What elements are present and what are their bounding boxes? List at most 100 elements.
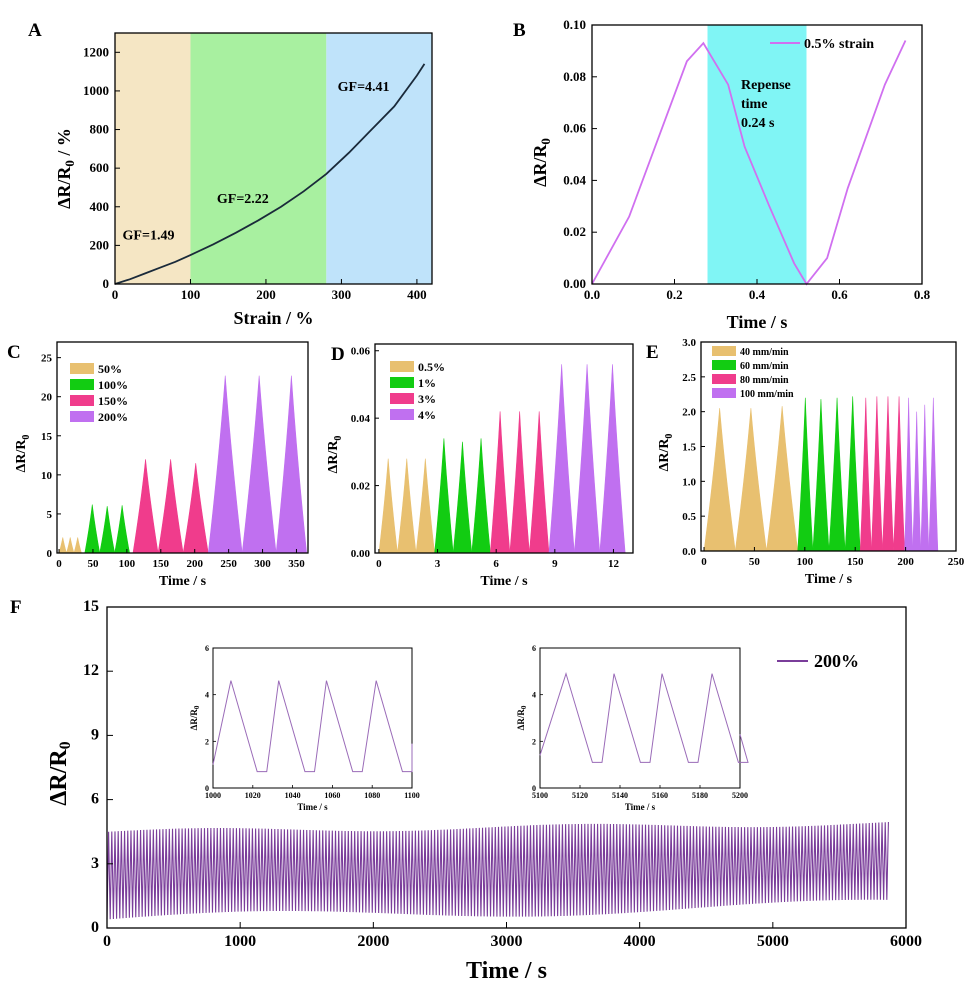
panel-label-C: C [7, 342, 21, 363]
y-tick-label-A-1: 200 [90, 237, 110, 252]
x-tick-label-F-3: 3000 [491, 933, 523, 950]
peak-D-3-0 [548, 364, 575, 554]
x-tick-label-F-1: 1000 [224, 933, 256, 950]
y-tick-label-F-2: 6 [91, 791, 99, 808]
legend-label-F: 200% [814, 651, 859, 671]
plot-frame-A [114, 32, 433, 285]
legend-swatch-D-2 [390, 393, 414, 404]
response-region-B [707, 25, 807, 284]
y-tick-label-D-1: 0.02 [351, 481, 371, 493]
inset-y-axis-label-0: ΔR/R0 [189, 705, 201, 730]
peak-C-0-0 [58, 537, 67, 554]
inset-x-tick-label-1-4: 5180 [692, 791, 708, 800]
y-tick-label-C-2: 10 [41, 470, 53, 482]
x-axis-label-B: Time / s [727, 312, 788, 332]
y-tick-label-F-4: 12 [83, 662, 99, 679]
x-tick-label-C-3: 150 [153, 558, 170, 570]
peak-E-1-1 [812, 399, 830, 552]
y-tick-label-D-0: 0.00 [351, 548, 371, 560]
peak-D-3-1 [574, 364, 601, 554]
inset-y-axis-label-1: ΔR/R0 [516, 705, 528, 730]
inset-y-tick-label-0-2: 4 [205, 691, 209, 700]
inset-0: 1000 1020 1040 1060 1080 1100 0 2 4 6 Time / s ΔR/R… [189, 644, 420, 812]
legend-swatch-E-1 [712, 360, 736, 370]
inset-line-1 [539, 671, 749, 763]
inset-x-tick-label-0-0: 1000 [205, 791, 221, 800]
region-A-1 [190, 33, 327, 284]
y-tick-label-B-0: 0.00 [563, 276, 586, 291]
legend-swatch-D-3 [390, 409, 414, 420]
annotation-B-2: 0.24 s [741, 116, 775, 131]
x-axis-label-E: Time / s [805, 572, 853, 587]
peak-E-1-0 [797, 397, 814, 552]
panel-label-F: F [10, 597, 22, 618]
x-tick-label-C-0: 0 [56, 558, 62, 570]
inset-x-tick-label-1-5: 5200 [732, 791, 748, 800]
annotation-B-1: time [741, 97, 767, 112]
x-tick-label-C-6: 300 [254, 558, 271, 570]
peak-D-0-2 [415, 458, 435, 554]
peak-C-2-1 [157, 459, 184, 554]
region-A-0 [115, 33, 191, 284]
inset-x-tick-label-1-2: 5140 [612, 791, 628, 800]
annotation-A-1: GF=2.22 [217, 192, 269, 207]
x-axis-label-D: Time / s [480, 574, 528, 589]
legend-label-E-0: 40 mm/min [740, 347, 789, 358]
x-tick-label-A-3: 300 [332, 287, 352, 302]
x-axis-label-A: Strain / % [233, 308, 313, 328]
y-axis-label-D: ΔR/R0 [326, 436, 344, 474]
x-tick-label-D-0: 0 [376, 558, 382, 570]
x-tick-label-D-2: 6 [493, 558, 499, 570]
y-tick-label-B-5: 0.10 [563, 17, 586, 32]
x-tick-label-C-4: 200 [186, 558, 203, 570]
plot-frame-D [374, 343, 634, 554]
peak-E-2-1 [871, 396, 883, 552]
peak-C-1-0 [84, 504, 101, 554]
peak-D-3-2 [599, 364, 626, 554]
x-tick-label-A-1: 100 [181, 287, 201, 302]
y-tick-label-A-3: 600 [90, 160, 110, 175]
y-tick-label-A-6: 1200 [83, 44, 109, 59]
legend-swatch-C-3 [70, 411, 94, 422]
peak-E-3-2 [920, 404, 930, 552]
x-tick-label-B-4: 0.8 [914, 287, 931, 302]
peak-D-0-1 [397, 458, 417, 554]
peak-D-2-2 [529, 411, 550, 554]
y-axis-label-C: ΔR/R0 [14, 435, 32, 473]
peak-C-3-1 [241, 375, 277, 554]
panel-label-B: B [513, 20, 526, 41]
inset-x-tick-label-0-1: 1020 [245, 791, 261, 800]
x-tick-label-C-2: 100 [119, 558, 136, 570]
inset-y-tick-label-1-1: 2 [532, 737, 536, 746]
peak-D-1-0 [434, 438, 454, 554]
legend-swatch-E-3 [712, 388, 736, 398]
series-line-B [591, 40, 907, 286]
y-tick-label-B-4: 0.08 [563, 69, 586, 84]
x-tick-label-F-4: 4000 [624, 933, 656, 950]
legend-swatch-D-1 [390, 377, 414, 388]
y-tick-label-A-5: 1000 [83, 83, 109, 98]
inset-x-tick-label-0-5: 1100 [404, 791, 420, 800]
legend-label-B: 0.5% strain [804, 37, 874, 52]
peak-E-1-2 [828, 397, 846, 552]
legend-label-D-1: 1% [418, 376, 436, 390]
inset-x-tick-label-0-4: 1080 [364, 791, 380, 800]
y-tick-label-A-0: 0 [103, 276, 110, 291]
peak-C-0-2 [73, 537, 82, 554]
x-tick-label-E-5: 250 [948, 556, 965, 568]
y-tick-label-E-0: 0.0 [682, 546, 696, 558]
x-tick-label-A-4: 400 [407, 287, 427, 302]
peak-C-3-2 [275, 375, 307, 554]
inset-x-tick-label-1-3: 5160 [652, 791, 668, 800]
x-tick-label-F-6: 6000 [890, 933, 922, 950]
x-tick-label-D-3: 9 [552, 558, 558, 570]
peak-C-0-1 [66, 537, 75, 554]
plot-frame-C [56, 341, 309, 554]
y-tick-label-C-3: 15 [41, 431, 53, 443]
y-tick-label-D-3: 0.06 [351, 346, 371, 358]
y-tick-label-C-5: 25 [41, 353, 53, 365]
inset-y-tick-label-1-2: 4 [532, 691, 536, 700]
y-tick-label-E-1: 0.5 [682, 511, 696, 523]
legend-swatch-C-1 [70, 379, 94, 390]
